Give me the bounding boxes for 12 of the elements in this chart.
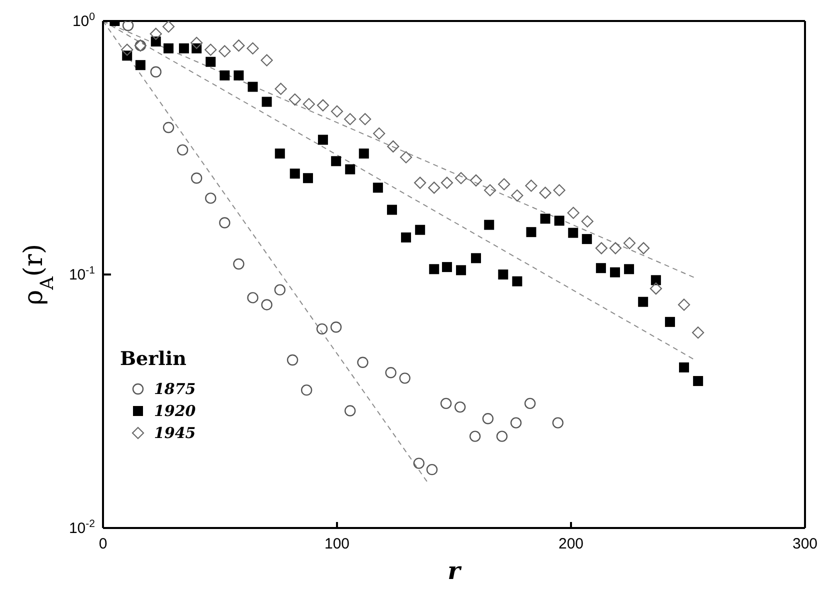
x-tick-label: 100	[324, 536, 350, 553]
legend-title: Berlin	[120, 348, 188, 370]
legend-label: 1945	[154, 424, 196, 442]
x-axis-title: r	[448, 556, 463, 585]
x-tick-label: 300	[792, 536, 818, 553]
x-tick-label: 200	[558, 536, 584, 553]
legend-label: 1920	[154, 402, 196, 420]
x-tick-label: 0	[98, 536, 108, 553]
y-tick-label: 10$^{-1}$	[68, 264, 96, 284]
y-tick-label: 10$^{-2}$	[68, 518, 96, 537]
legend-label: 1875	[154, 380, 196, 398]
y-tick-label: 10$^{0}$	[72, 11, 96, 30]
